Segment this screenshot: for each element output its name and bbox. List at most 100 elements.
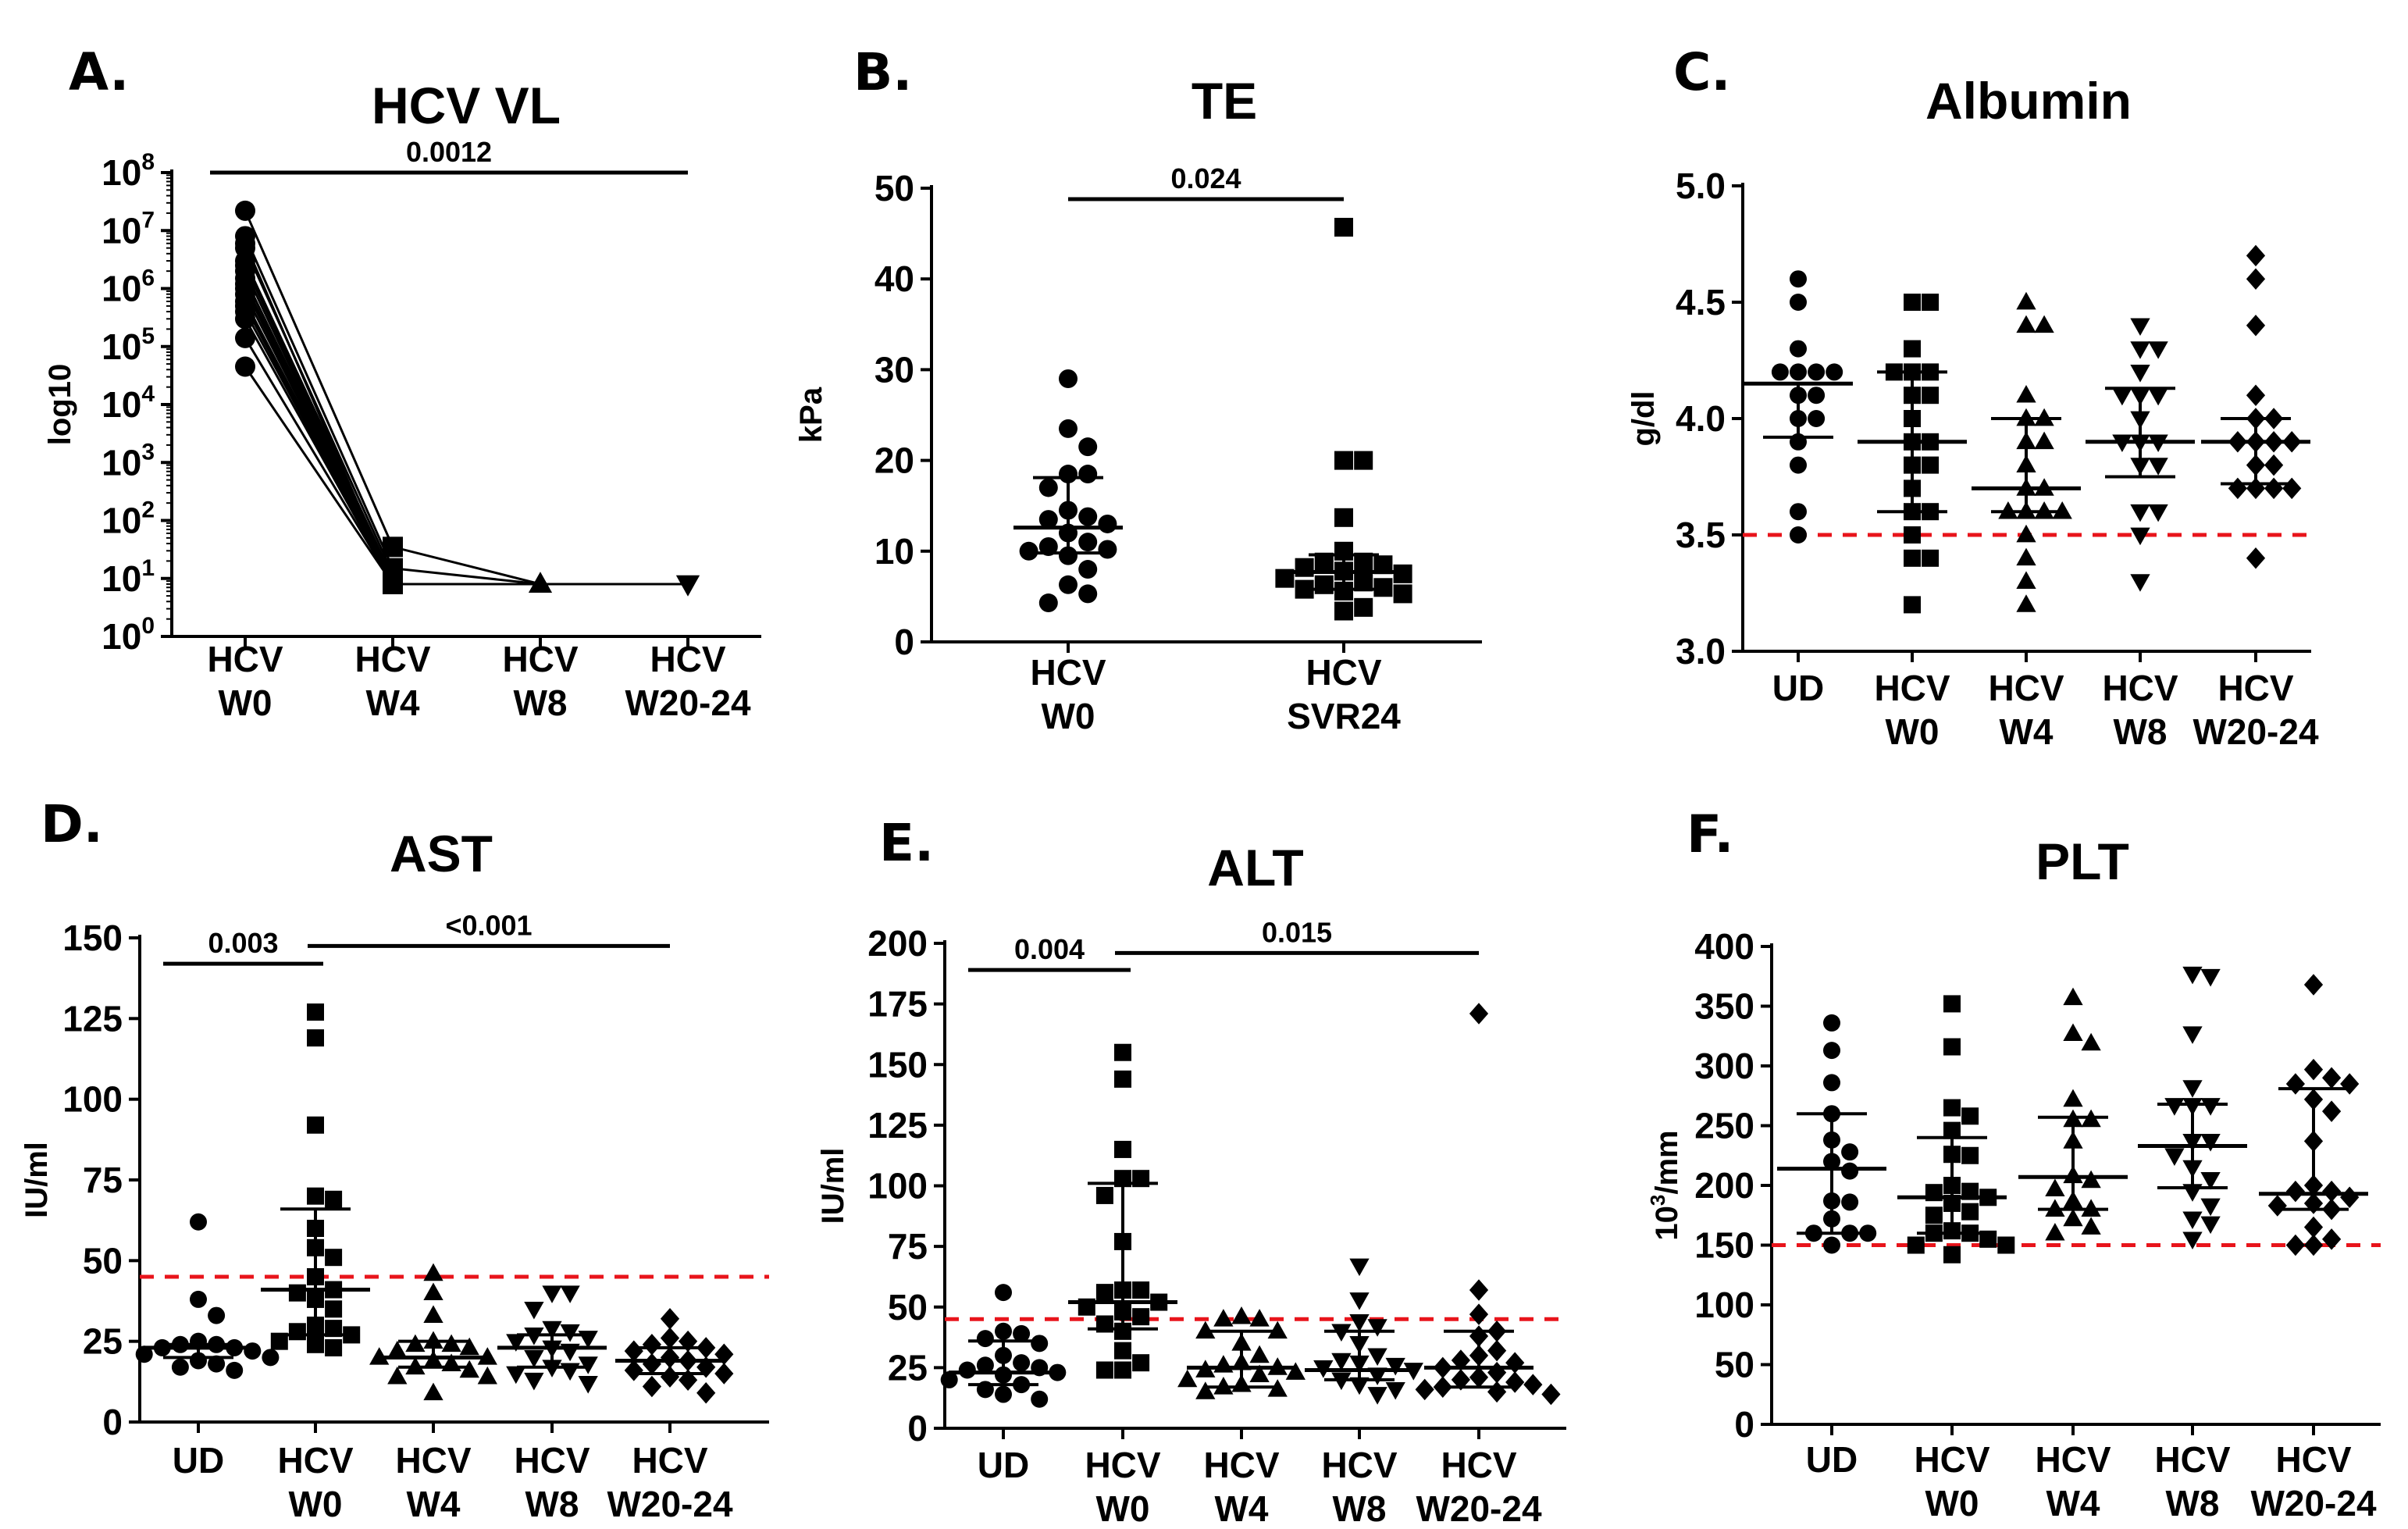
data-point <box>1132 1281 1150 1299</box>
data-point <box>2246 244 2266 267</box>
data-point <box>1808 363 1826 381</box>
data-point <box>1823 1014 1840 1032</box>
y-tick-label: 108 <box>102 149 155 193</box>
y-tick-exponent: 3 <box>141 439 155 465</box>
data-point <box>1249 1364 1270 1383</box>
data-point <box>2303 1058 2324 1081</box>
data-point <box>1523 1374 1543 1395</box>
y-tick-label: 150 <box>62 918 123 958</box>
y-tick-label: 50 <box>83 1240 123 1281</box>
data-point <box>1907 1236 1925 1254</box>
x-tick-label: W0 <box>1096 1488 1150 1529</box>
data-point <box>1433 1376 1452 1398</box>
series-line <box>244 247 394 575</box>
x-tick-label: W20-24 <box>2192 711 2318 752</box>
data-point <box>2246 268 2266 290</box>
data-point <box>1790 456 1807 474</box>
data-point <box>524 1349 544 1368</box>
x-tick-label: W20-24 <box>625 683 750 723</box>
data-point <box>1373 578 1393 597</box>
data-point <box>423 1263 443 1281</box>
data-point <box>1334 601 1353 621</box>
y-tick-exponent: 7 <box>141 207 155 233</box>
data-point <box>190 1213 207 1231</box>
data-point <box>1038 593 1058 613</box>
x-tick-label: W8 <box>1333 1488 1387 1529</box>
data-point <box>307 1003 324 1021</box>
y-tick-exponent: 1 <box>141 555 155 581</box>
chart-title: AST <box>390 825 493 882</box>
y-tick-label: 20 <box>875 440 914 481</box>
data-point <box>1114 1342 1131 1360</box>
y-tick-label: 75 <box>83 1160 123 1200</box>
data-point <box>2063 1089 2083 1107</box>
y-tick-label: 150 <box>867 1044 928 1085</box>
data-point <box>307 1116 324 1134</box>
y-tick-label: 0 <box>1734 1404 1754 1445</box>
data-point <box>2182 1026 2203 1044</box>
data-point <box>940 1370 958 1388</box>
data-point <box>1790 363 1807 381</box>
data-point <box>423 1305 443 1323</box>
y-axis-label: IU/ml <box>20 1142 54 1218</box>
series-line <box>244 337 394 585</box>
data-point <box>307 1187 324 1205</box>
data-point <box>2016 524 2036 543</box>
data-point <box>696 1382 716 1404</box>
data-point <box>244 1342 262 1360</box>
data-point <box>1078 584 1098 604</box>
x-tick-label: W8 <box>2114 711 2168 752</box>
x-tick-label: HCV <box>632 1440 707 1481</box>
x-tick-label: HCV <box>1030 652 1106 693</box>
y-tick-label: 300 <box>1694 1046 1754 1086</box>
panel-letter: B. <box>853 42 912 102</box>
data-point <box>1487 1339 1507 1362</box>
data-point <box>208 1355 226 1373</box>
data-point <box>1979 1230 1997 1248</box>
data-point <box>1334 451 1353 470</box>
data-point <box>1823 1074 1840 1092</box>
data-point <box>1114 1070 1131 1088</box>
data-point <box>2182 966 2203 985</box>
y-tick-label: 75 <box>888 1226 928 1267</box>
data-point <box>1038 478 1058 497</box>
data-point <box>2016 291 2036 310</box>
x-tick-label: W0 <box>289 1484 343 1524</box>
x-tick-label: W0 <box>1886 711 1940 752</box>
data-point <box>2303 1234 2324 1256</box>
data-point <box>235 356 255 377</box>
x-tick-label: W0 <box>219 683 273 723</box>
data-point <box>325 1300 343 1318</box>
data-point <box>208 1306 226 1324</box>
data-point <box>1031 1390 1049 1408</box>
data-point <box>1385 1357 1405 1376</box>
x-tick-label: HCV <box>354 639 430 679</box>
data-point <box>524 1301 544 1320</box>
x-tick-label: HCV <box>1085 1445 1160 1485</box>
data-point <box>1314 575 1334 594</box>
x-tick-label: HCV <box>1441 1445 1516 1485</box>
data-point <box>2016 547 2036 566</box>
data-point <box>325 1190 343 1208</box>
x-tick-label: HCV <box>1321 1445 1397 1485</box>
x-tick-label: W20-24 <box>1416 1488 1541 1529</box>
x-tick-label: HCV <box>207 639 283 679</box>
panel-letter: D. <box>41 794 103 854</box>
x-tick-label: W0 <box>1042 696 1095 736</box>
data-point <box>1790 526 1807 544</box>
x-tick-label: HCV <box>277 1440 353 1481</box>
data-point <box>1078 465 1098 484</box>
chart-title: HCV VL <box>372 77 561 134</box>
data-point <box>2322 1180 2342 1203</box>
y-tick-base: 10 <box>102 269 141 309</box>
y-tick-label: 50 <box>1715 1345 1754 1385</box>
data-point <box>1469 1279 1489 1301</box>
data-point <box>2148 458 2168 476</box>
data-point <box>2034 431 2054 450</box>
chart-title: ALT <box>1207 839 1303 896</box>
data-point <box>2200 968 2221 987</box>
data-point <box>995 1385 1012 1403</box>
panel-letter: A. <box>69 42 129 102</box>
y-tick-label: 50 <box>888 1287 928 1328</box>
